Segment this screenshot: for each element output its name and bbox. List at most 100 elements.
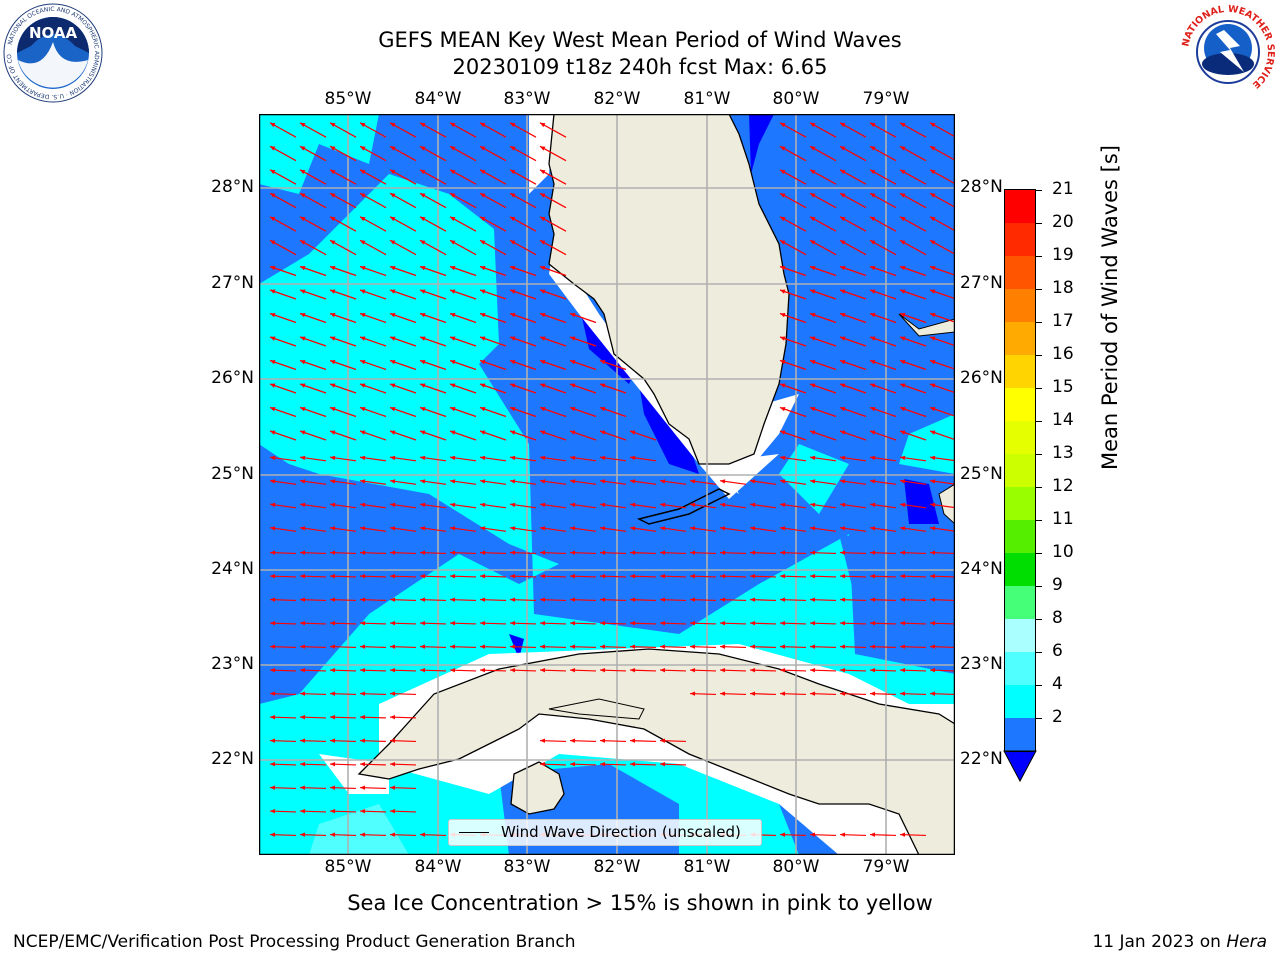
wave-arrow [449, 312, 477, 324]
wave-arrow [539, 239, 567, 256]
wave-arrow [299, 406, 327, 418]
colorbar-cell [1004, 619, 1036, 653]
wave-arrow [539, 668, 567, 673]
wave-arrow [329, 216, 357, 232]
wave-arrow [389, 762, 417, 767]
wave-arrow [479, 526, 507, 532]
wave-arrow [689, 597, 717, 602]
wave-arrow [329, 502, 357, 509]
wave-arrow [269, 597, 297, 602]
wave-arrow [269, 122, 297, 138]
wave-arrow [539, 762, 567, 767]
lon-label-bottom: 81°W [683, 857, 731, 877]
wave-arrow [269, 430, 297, 441]
wave-arrow [899, 550, 927, 555]
wave-arrow [359, 359, 387, 371]
graticule [259, 114, 955, 855]
wave-arrow [389, 644, 417, 649]
colorbar-tick-mark [1036, 652, 1042, 653]
cuba-land [357, 648, 955, 855]
wave-arrow [539, 265, 567, 277]
wave-arrow [269, 785, 297, 790]
wave-arrow [449, 550, 477, 555]
colorbar-tick-mark [1036, 421, 1042, 422]
wave-arrow [899, 169, 927, 185]
wave-arrow [809, 430, 837, 441]
wave-arrow [509, 216, 537, 232]
colorbar-cell [1004, 256, 1036, 290]
wave-arrow [329, 762, 357, 767]
lon-label-top: 83°W [503, 89, 551, 109]
wave-arrow [929, 289, 955, 300]
wave-arrow [929, 668, 955, 673]
wave-arrow [569, 479, 597, 485]
wave-arrow [419, 289, 447, 300]
colorbar-tick-mark [1036, 223, 1042, 224]
noaa-logo-text: NOAA [29, 24, 78, 42]
wave-arrow [329, 785, 357, 790]
wave-arrow [749, 502, 777, 509]
wave-arrow [869, 169, 897, 185]
wave-arrow [839, 621, 867, 626]
wave-arrow [389, 715, 417, 720]
colorbar-tick-label: 4 [1052, 674, 1063, 694]
colorbar-cell [1004, 652, 1036, 686]
map-legend: Wind Wave Direction (unscaled) [448, 819, 762, 846]
wave-arrow [299, 715, 327, 720]
wave-arrow [509, 145, 537, 162]
legend-line-swatch [459, 832, 489, 833]
wave-arrow [299, 809, 327, 814]
footer-date-text: 11 Jan 2023 on [1092, 932, 1227, 952]
wave-arrow [749, 691, 777, 696]
wave-arrow [359, 312, 387, 324]
lat-label-right: 22°N [960, 749, 1003, 769]
wave-arrow [269, 691, 297, 696]
wave-arrow [899, 336, 927, 347]
wave-arrow [779, 644, 807, 649]
wave-arrow [419, 550, 447, 555]
wave-arrow [479, 455, 507, 462]
wave-arrow [329, 738, 357, 743]
wave-arrow [389, 809, 417, 814]
wave-arrow [539, 738, 567, 743]
wave-arrow [299, 691, 327, 696]
wave-arrow [419, 597, 447, 602]
wave-arrow [299, 621, 327, 626]
wave-arrow [359, 383, 387, 394]
colorbar-cell [1004, 586, 1036, 620]
wave-arrow [389, 738, 417, 743]
wave-arrow [389, 383, 417, 394]
wave-arrow [419, 216, 447, 232]
wave-arrow [359, 597, 387, 602]
wave-arrow [899, 502, 927, 509]
wave-arrow [299, 738, 327, 743]
wave-arrow [419, 336, 447, 347]
wave-arrow [599, 762, 627, 767]
wave-arrow [359, 406, 387, 418]
wave-arrow [449, 597, 477, 602]
colorbar-tick-label: 11 [1052, 509, 1074, 529]
lon-label-top: 81°W [683, 89, 731, 109]
wave-arrow [689, 644, 717, 649]
wave-arrow [389, 359, 417, 371]
colorbar-tick-mark [1036, 355, 1042, 356]
wave-arrow [659, 502, 687, 509]
colorbar-tick-label: 9 [1052, 575, 1063, 595]
wave-arrow [359, 574, 387, 579]
colorbar-cell [1004, 190, 1036, 224]
colorbar-tick-label: 14 [1052, 410, 1074, 430]
wave-arrow [899, 406, 927, 418]
wave-arrow [539, 383, 567, 394]
wave-arrow [359, 479, 387, 485]
wave-arrow [329, 597, 357, 602]
wave-arrow [869, 668, 897, 673]
wave-arrow [689, 479, 717, 485]
colorbar-tick-mark [1036, 487, 1042, 488]
wave-arrow [449, 430, 477, 441]
wave-arrow [719, 668, 747, 673]
wave-arrow [689, 691, 717, 696]
lat-label-right: 25°N [960, 464, 1003, 484]
wave-arrow [269, 574, 297, 579]
wave-arrow [869, 383, 897, 394]
wave-arrow [419, 455, 447, 462]
